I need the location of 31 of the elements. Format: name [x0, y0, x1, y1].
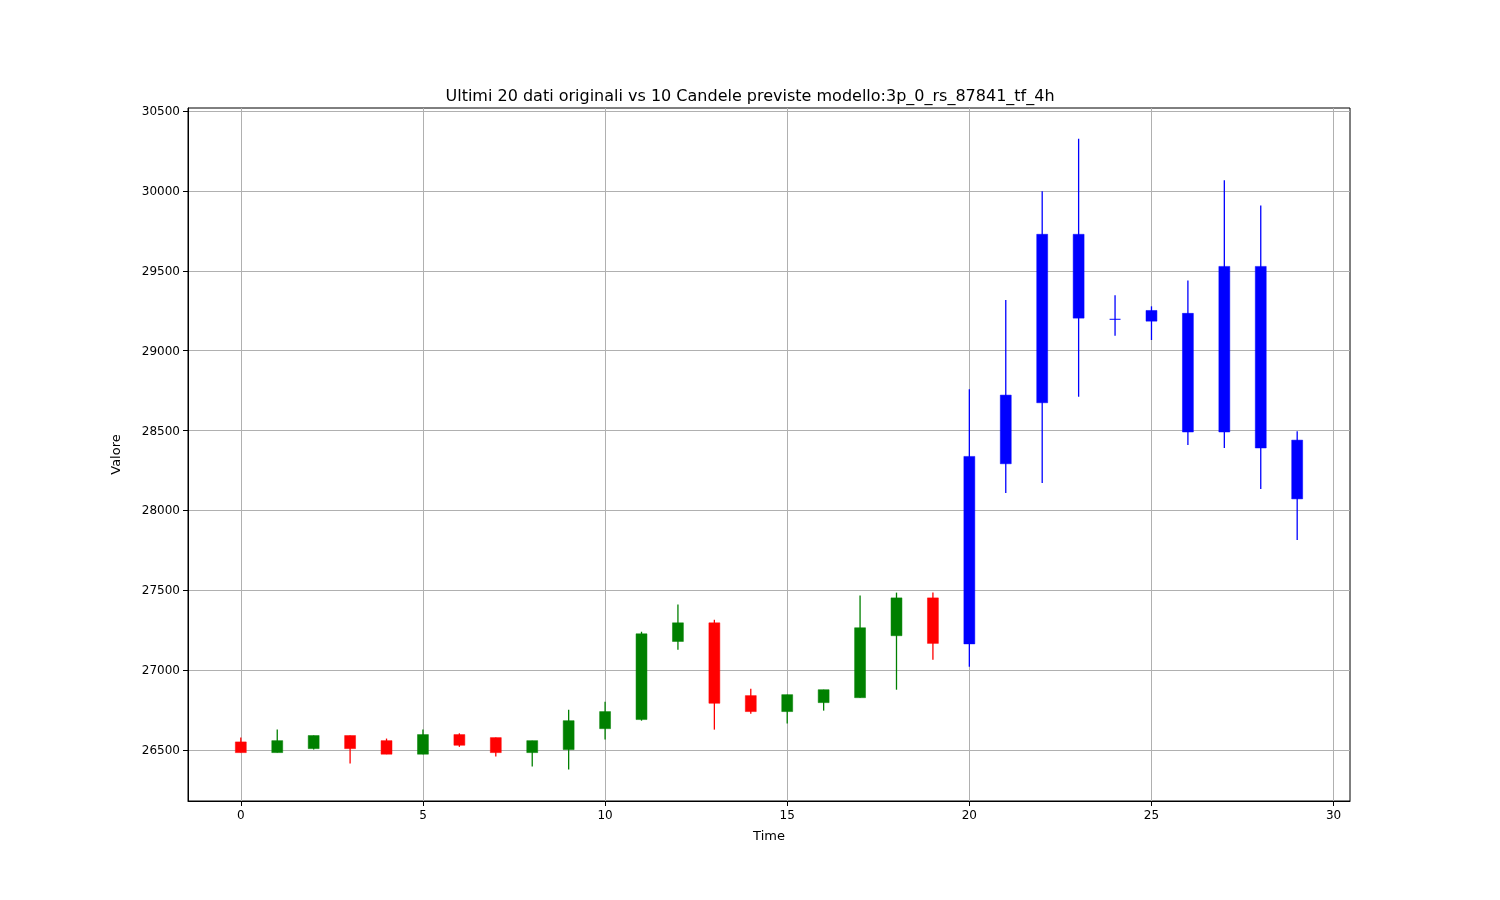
x-axis-title: Time	[752, 828, 785, 843]
y-tick-label: 29500	[141, 263, 180, 278]
x-tick-label: 10	[597, 808, 613, 822]
candlestick	[672, 603, 684, 651]
candlestick	[490, 736, 502, 758]
x-tick-label: 20	[961, 808, 977, 822]
y-tick-label: 27000	[141, 663, 180, 678]
candlestick	[781, 694, 793, 725]
y-tick-label: 28500	[141, 423, 180, 438]
y-axis-title: Valore	[108, 434, 123, 475]
candlestick	[817, 689, 830, 712]
candlestick	[599, 701, 611, 741]
y-tick-label: 30000	[141, 184, 180, 199]
candlestick	[271, 728, 283, 754]
candlestick	[745, 688, 757, 715]
chart-title: Ultimi 20 dati originali vs 10 Candele previste modello:3p_0_rs_87841_tf_4h	[445, 85, 1055, 106]
x-tick-label: 5	[419, 808, 427, 822]
x-tick-label: 25	[1143, 808, 1160, 822]
candlestick	[1145, 305, 1158, 341]
candlestick	[1109, 294, 1121, 337]
y-tick-label: 27500	[141, 583, 180, 598]
y-tick-label: 26500	[141, 742, 180, 757]
y-tick-label: 29000	[141, 343, 180, 358]
x-tick-label: 15	[779, 808, 795, 822]
candlestick	[344, 734, 356, 765]
x-tick-label: 0	[237, 808, 245, 822]
candlestick	[526, 739, 538, 768]
y-tick-label: 28000	[141, 503, 180, 518]
x-tick-label: 30	[1325, 808, 1342, 822]
candlestick	[417, 728, 429, 755]
y-tick-label: 30500	[141, 104, 180, 119]
